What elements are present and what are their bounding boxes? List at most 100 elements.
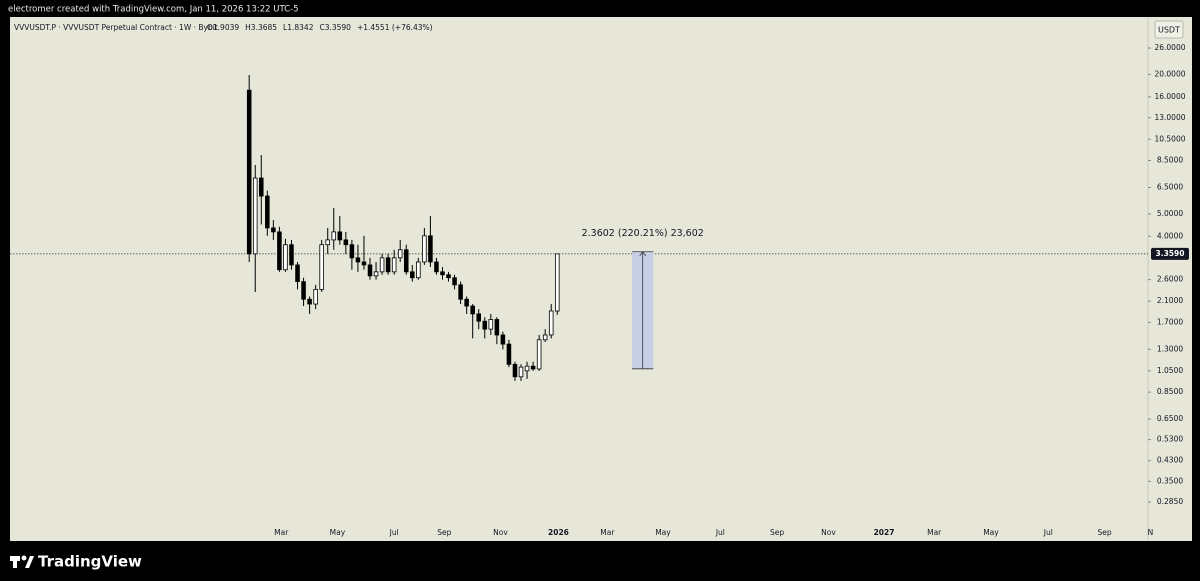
candle-body [289,244,294,266]
y-tick-label: 5.0000 [1157,209,1183,218]
last-price-badge [1151,247,1189,260]
candle-body [271,227,276,233]
y-tick-label: 0.3500 [1157,476,1183,485]
x-tick-label: Sep [437,528,451,537]
candle-body [337,231,343,241]
y-tick-label: 8.5000 [1157,156,1183,165]
candle-body [518,366,524,378]
candle-body [301,281,306,300]
measure-label: 2.3602 (220.21%) 23,602 [582,228,704,239]
y-tick-label: 16.0000 [1154,92,1185,101]
y-tick-label: 2.1000 [1157,296,1183,305]
measure-arrowhead [639,251,647,256]
candle-body [542,334,548,341]
x-tick-label: Jul [715,528,725,537]
candle-body [313,289,318,305]
currency-box [1154,20,1184,39]
x-tick-label: Jul [1043,528,1053,537]
candle-body [379,257,385,273]
candle-body [397,249,403,259]
y-tick-label: 1.3000 [1157,344,1183,353]
y-tick-label: 10.5000 [1154,134,1185,143]
symbol: VVVUSDT.P · VVVUSDT Perpetual Contract ·… [14,23,218,32]
candle-body [446,274,451,279]
candle-body [530,365,536,370]
candle-body [410,271,415,279]
candle-body [506,343,512,365]
candle-body [391,257,397,273]
candle-body [367,264,373,277]
change: +1.4551 (+76.43%) [357,23,433,32]
candle-body [325,239,330,246]
y-tick-label: 6.5000 [1157,182,1183,191]
y-tick-label: 0.4300 [1157,456,1183,465]
candle-body [488,319,494,330]
candle-body [440,271,445,276]
y-tick-label: 1.0500 [1157,366,1183,375]
x-tick-label: Sep [1097,528,1111,537]
x-tick-label: Nov [493,528,508,537]
candle-body [355,257,361,263]
candle-body [452,277,457,286]
candle-body [434,261,439,273]
y-tick-label: 0.2850 [1157,497,1183,506]
candle-body [277,231,282,271]
x-tick-label: Nov [821,528,836,537]
candle-body [283,244,288,271]
candle-body [458,284,463,300]
candle-body [373,271,379,277]
candle-body [252,177,258,255]
candle-body [470,305,475,315]
x-tick-label: Mar [600,528,615,537]
candle-body [512,363,518,378]
candle-body [524,365,530,372]
candle-body [422,235,427,263]
y-tick-label: 1.7000 [1157,317,1183,326]
y-tick-label: 20.0000 [1154,69,1185,78]
candle-body [548,310,554,336]
currency: USDT [1158,26,1180,35]
candle-body [295,264,300,283]
candle-body [536,339,542,370]
candle-body [259,177,264,197]
chart-pane [10,17,1192,541]
credit: electromer created with TradingView.com,… [8,5,299,15]
brand: TradingView [38,553,142,571]
ohlc-value: L1.8342 [283,23,314,32]
candle-body [476,313,482,322]
y-tick-label: 4.0000 [1157,231,1183,240]
x-tick-label: May [983,528,999,537]
tv-logo [10,555,34,568]
y-tick-label: 0.8500 [1157,387,1183,396]
candle-body [361,261,367,266]
candle-body [385,257,391,273]
x-tick-label: May [655,528,671,537]
candle-body [500,334,506,345]
candle-body [265,195,270,229]
candle-body [307,298,312,305]
candle-body [494,319,500,336]
x-tick-label: 2027 [874,528,895,537]
candle-body [482,320,488,330]
ohlc-value: H3.3685 [245,23,277,32]
candle-body [464,298,469,307]
x-tick-label: Mar [927,528,942,537]
y-tick-label: 26.0000 [1154,43,1185,52]
x-tick-label: N [1148,528,1154,537]
candle-body [428,235,433,263]
candle-body [343,239,349,246]
x-tick-label: Mar [274,528,289,537]
candle-body [554,253,560,312]
last-price-label: 3.3590 [1156,249,1185,258]
x-tick-label: May [330,528,346,537]
ohlc-value: C3.3590 [319,23,351,32]
y-tick-label: 2.6000 [1157,275,1183,284]
candle-body [416,261,421,279]
candle-body [349,244,355,259]
candle-body [246,89,252,255]
y-tick-label: 0.5300 [1157,435,1183,444]
x-tick-label: Jul [389,528,399,537]
candle-body [331,231,337,241]
